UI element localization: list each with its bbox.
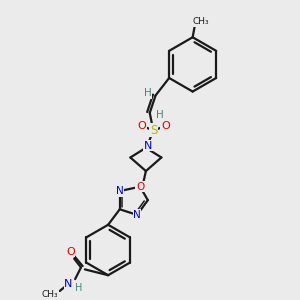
- Text: O: O: [66, 247, 75, 257]
- Text: N: N: [133, 210, 141, 220]
- Text: O: O: [138, 122, 146, 131]
- Text: N: N: [64, 279, 73, 289]
- Text: N: N: [144, 141, 152, 151]
- Text: CH₃: CH₃: [42, 290, 58, 299]
- Text: CH₃: CH₃: [192, 17, 209, 26]
- Text: H: H: [156, 110, 163, 120]
- Text: S: S: [150, 124, 157, 137]
- Text: N: N: [116, 186, 124, 196]
- Text: O: O: [136, 182, 144, 192]
- Text: H: H: [144, 88, 152, 98]
- Text: O: O: [161, 122, 170, 131]
- Text: H: H: [75, 283, 83, 293]
